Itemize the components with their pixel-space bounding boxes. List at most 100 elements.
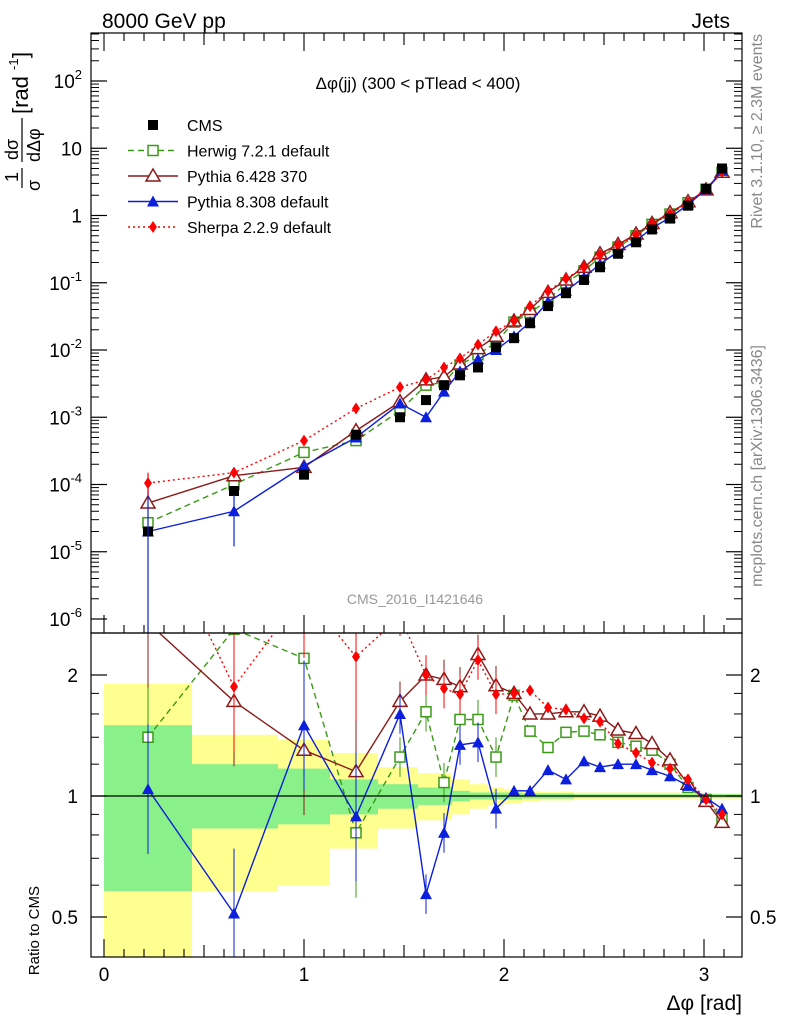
x-tick-label: 3 — [699, 965, 710, 986]
ratio-data-point — [560, 726, 572, 739]
svg-text:dσ: dσ — [2, 139, 22, 160]
ratio-data-point — [230, 680, 238, 693]
main-data-point — [665, 213, 675, 224]
ratio-data-point — [718, 808, 726, 821]
ratio-data-point — [420, 706, 432, 718]
main-data-point — [544, 285, 552, 298]
main-data-point — [298, 459, 310, 471]
svg-text:1: 1 — [2, 172, 22, 182]
legend-label: CMS — [187, 118, 223, 135]
main-y-tick-label: 10-2 — [49, 336, 82, 362]
legend-label: Pythia 8.308 default — [187, 195, 329, 212]
main-data-point — [394, 397, 406, 409]
main-y-tick-label: 10-3 — [49, 403, 82, 429]
main-y-tick-label: 10-4 — [49, 471, 82, 497]
x-axis-label: Δφ [rad] — [667, 992, 743, 1015]
main-data-point — [473, 362, 483, 373]
ratio-y-tick-label: 1 — [750, 787, 761, 808]
ratio-data-point — [472, 736, 484, 748]
main-data-point — [456, 352, 464, 365]
ratio-data-point — [542, 764, 554, 776]
ratio-data-point — [524, 725, 536, 737]
ratio-data-point — [612, 758, 624, 770]
main-data-point — [562, 272, 570, 285]
main-data-point — [438, 385, 450, 397]
mcplots-label: mcplots.cern.ch [arXiv:1306.3436] — [749, 345, 766, 587]
x-tick-label: 0 — [99, 965, 110, 986]
ratio-plot-frame — [90, 632, 743, 958]
main-y-tick-label: 10-5 — [49, 538, 82, 564]
main-data-point — [580, 261, 588, 274]
main-data-point — [561, 288, 571, 299]
main-data-point — [717, 163, 727, 174]
main-y-tick-label: 1 — [71, 207, 82, 228]
ratio-data-point — [300, 587, 308, 599]
ratio-data-point — [648, 756, 656, 769]
svg-text:dΔφ: dΔφ — [24, 128, 44, 162]
ratio-data-point — [562, 703, 570, 716]
ratio-data-point — [350, 810, 362, 822]
main-data-point — [491, 342, 501, 353]
ratio-data-point — [630, 758, 642, 770]
main-data-point — [439, 380, 449, 391]
ratio-data-point — [580, 712, 588, 725]
main-data-point — [510, 314, 518, 327]
ratio-data-point — [510, 687, 518, 700]
ratio-data-point — [643, 735, 661, 750]
ratio-data-point — [614, 737, 622, 750]
x-tick-label: 1 — [299, 965, 310, 986]
ratio-data-point — [298, 719, 310, 731]
main-data-point — [631, 237, 641, 248]
ratio-data-point — [684, 773, 692, 786]
ratio-data-point — [490, 751, 502, 763]
ratio-data-point — [438, 826, 450, 838]
ratio-data-point — [526, 684, 534, 697]
ratio-data-point — [521, 705, 539, 720]
ratio-data-point — [524, 784, 536, 796]
main-y-axis-label: 1 σ dσ dΔφ [rad -1 ] — [2, 52, 44, 191]
main-data-point — [613, 248, 623, 259]
ratio-data-point — [438, 776, 450, 789]
ratio-data-point — [646, 764, 658, 776]
legend-marker — [147, 144, 159, 157]
main-data-point — [298, 446, 310, 459]
svg-text:[rad: [rad — [8, 76, 33, 114]
ratio-data-point — [560, 773, 572, 785]
x-tick-label: 2 — [499, 965, 510, 986]
ratio-y-tick-label: 0.5 — [750, 908, 776, 929]
main-y-tick-label: 10-6 — [49, 605, 82, 631]
ratio-series-line — [147, 633, 723, 835]
main-data-point — [472, 353, 484, 365]
ratio-data-point — [713, 813, 731, 829]
main-data-point — [525, 318, 535, 329]
ratio-data-point — [664, 770, 676, 782]
ratio-y-tick-label: 0.5 — [52, 908, 78, 929]
main-data-point — [455, 370, 465, 381]
main-series-line — [147, 171, 723, 484]
ratio-data-point — [594, 761, 606, 773]
ratio-data-point — [542, 741, 554, 754]
main-data-point — [351, 429, 361, 440]
main-data-point — [421, 395, 431, 406]
ratio-y-tick-label: 1 — [67, 787, 78, 808]
ratio-data-point — [544, 701, 552, 714]
ratio-data-point — [474, 653, 482, 666]
main-plot-title: Δφ(jj) (300 < pTlead < 400) — [316, 74, 521, 93]
ratio-data-point — [716, 802, 728, 814]
main-data-point — [647, 224, 657, 235]
main-data-point — [509, 333, 519, 344]
main-data-point — [595, 262, 605, 273]
ratio-data-point — [609, 721, 627, 736]
ratio-data-point — [578, 725, 590, 737]
ratio-data-point — [594, 729, 606, 741]
ratio-y-tick-label: 2 — [67, 666, 78, 687]
main-data-point — [230, 466, 238, 479]
main-data-point — [614, 239, 622, 252]
svg-text:σ: σ — [24, 180, 44, 191]
main-data-point — [396, 381, 404, 394]
ratio-data-point — [352, 650, 360, 663]
main-data-point — [543, 301, 553, 312]
main-data-point — [526, 300, 534, 313]
main-data-point — [440, 361, 448, 374]
